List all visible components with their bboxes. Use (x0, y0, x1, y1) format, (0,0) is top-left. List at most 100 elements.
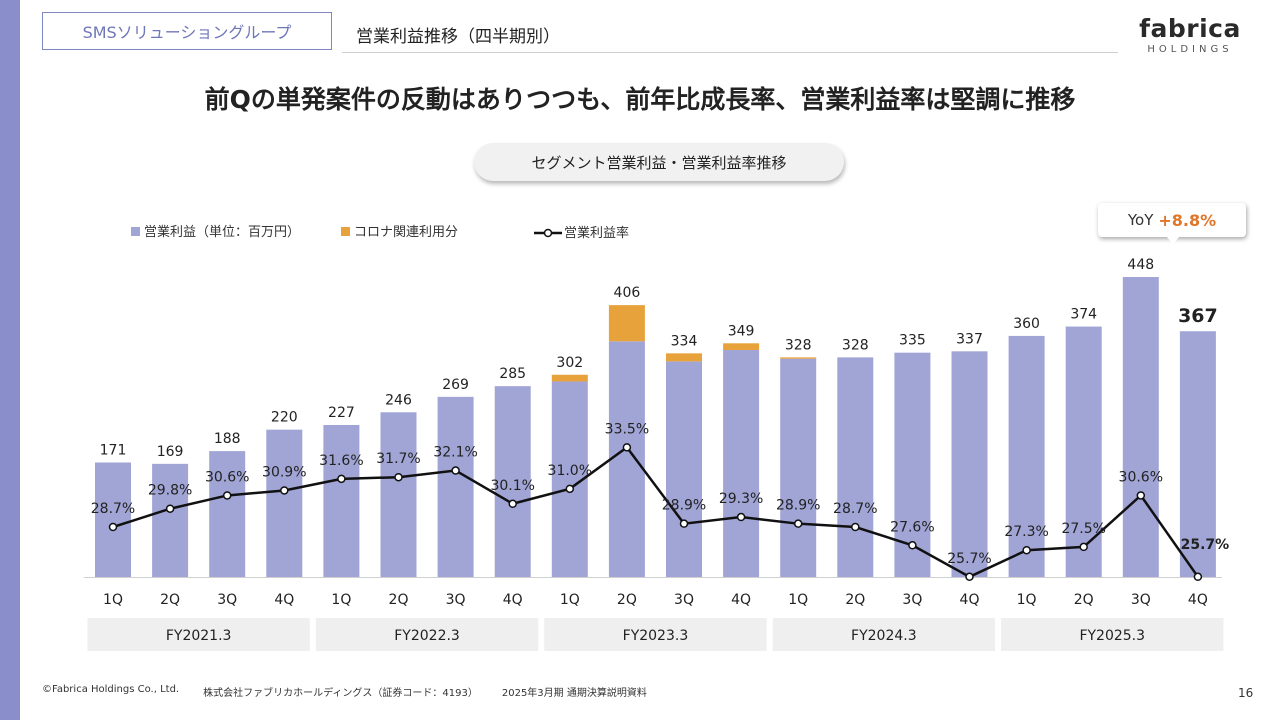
fy-band (315, 618, 539, 651)
bar-total-label: 220 (271, 410, 298, 426)
bar-total-label: 349 (728, 323, 755, 339)
bar-total-label: 269 (442, 377, 469, 393)
segment-label-box: SMSソリューショングループ (42, 12, 332, 50)
bar-total-label: 374 (1070, 307, 1097, 323)
bar-corona (608, 305, 645, 342)
bar-corona (666, 353, 702, 362)
x-tick-label: 1Q (1017, 592, 1037, 608)
margin-point (1193, 572, 1203, 582)
margin-label: 27.5% (1061, 521, 1105, 537)
chart-title-pill: セグメント営業利益・営業利益率推移 (474, 143, 844, 181)
fy-band-label: FY2022.3 (394, 628, 460, 644)
bar-total-label: 337 (956, 331, 983, 347)
section-title: 営業利益推移（四半期別） (356, 27, 560, 47)
fy-band (1001, 618, 1224, 651)
margin-point (965, 572, 974, 582)
legend-label-profit: 営業利益（単位：百万円） (144, 224, 300, 240)
bar-profit (951, 351, 988, 577)
legend-swatch-profit (131, 227, 140, 236)
x-tick-label: 4Q (731, 592, 751, 608)
x-tick-label: 4Q (1188, 592, 1208, 608)
margin-point (851, 522, 860, 532)
bar-total-label: 302 (556, 355, 583, 371)
x-tick-label: 3Q (902, 592, 922, 608)
x-tick-label: 3Q (217, 592, 237, 608)
margin-point (508, 499, 517, 509)
margin-point (1079, 542, 1088, 552)
fy-band-label: FY2021.3 (166, 628, 232, 644)
bar-total-label: 334 (671, 333, 698, 349)
fy-band (772, 618, 996, 651)
bar-total-label: 448 (1127, 257, 1154, 273)
x-tick-label: 4Q (274, 592, 294, 608)
margin-label: 27.6% (890, 519, 934, 535)
bar-total-label: 406 (614, 285, 641, 301)
page-number: 16 (1238, 686, 1254, 700)
margin-label: 31.0% (548, 463, 592, 479)
margin-label: 31.7% (376, 451, 420, 467)
margin-point (1136, 491, 1146, 500)
margin-point (679, 519, 689, 528)
margin-label: 28.9% (662, 498, 706, 514)
margin-point (108, 522, 118, 532)
bar-profit (723, 349, 760, 577)
margin-label: 33.5% (605, 421, 649, 437)
margin-point (908, 541, 917, 550)
margin-label: 29.3% (719, 491, 763, 507)
margin-point (280, 486, 289, 495)
x-tick-label: 4Q (503, 592, 523, 608)
legend-label-corona: コロナ関連利用分 (354, 225, 458, 240)
margin-label: 31.6% (319, 453, 363, 469)
bar-profit (494, 386, 531, 577)
bar-total-label: 169 (157, 444, 184, 460)
x-tick-label: 2Q (845, 592, 865, 608)
bar-total-label: 227 (328, 405, 355, 421)
company-logo: fabrica HOLDINGS (1130, 14, 1250, 56)
bar-profit (1122, 277, 1159, 577)
bar-total-label: 335 (899, 333, 926, 349)
x-tick-label: 1Q (560, 592, 580, 608)
yoy-value: +8.8% (1158, 210, 1217, 230)
bar-total-label: 246 (385, 392, 412, 408)
yoy-label: YoY (1127, 211, 1154, 229)
margin-label: 30.9% (262, 464, 306, 480)
segment-label: SMSソリューショングループ (82, 23, 292, 42)
footer-document: 2025年3月期 通期決算説明資料 (501, 688, 647, 699)
chart-title: セグメント営業利益・営業利益率推移 (531, 153, 787, 172)
bar-profit (437, 396, 474, 577)
x-tick-label: 1Q (331, 592, 351, 608)
x-tick-label: 1Q (788, 592, 808, 608)
margin-label: 25.7% (947, 551, 991, 567)
left-accent-bar (0, 0, 20, 720)
footer-company: 株式会社ファブリカホールディングス（証券コード：4193） (203, 688, 478, 699)
margin-point (165, 504, 175, 513)
x-tick-label: 2Q (1074, 592, 1094, 608)
bar-profit (780, 358, 817, 577)
bar-profit (837, 357, 874, 577)
margin-label: 30.6% (1119, 469, 1163, 485)
bar-total-label: 285 (499, 366, 526, 382)
margin-line (112, 445, 1199, 579)
margin-label: 30.1% (490, 478, 534, 494)
bar-total-label: 188 (214, 431, 241, 447)
fy-band-label: FY2023.3 (623, 628, 689, 644)
bar-profit (380, 412, 417, 577)
legend-swatch-corona (341, 227, 350, 236)
margin-point (451, 466, 460, 475)
bar-profit (209, 451, 246, 577)
x-tick-label: 1Q (103, 592, 123, 608)
margin-label: 28.7% (833, 501, 877, 517)
bar-profit (894, 352, 931, 577)
logo-subtext: HOLDINGS (1147, 44, 1233, 55)
x-tick-label: 3Q (1131, 592, 1151, 608)
bar-corona (780, 357, 817, 359)
margin-point (222, 491, 232, 500)
bar-profit (95, 462, 131, 577)
margin-label: 27.3% (1004, 524, 1048, 540)
margin-point (622, 443, 632, 452)
x-tick-label: 3Q (446, 592, 466, 608)
x-tick-label: 2Q (389, 592, 409, 608)
margin-point (565, 484, 575, 494)
x-tick-label: 2Q (617, 592, 637, 608)
